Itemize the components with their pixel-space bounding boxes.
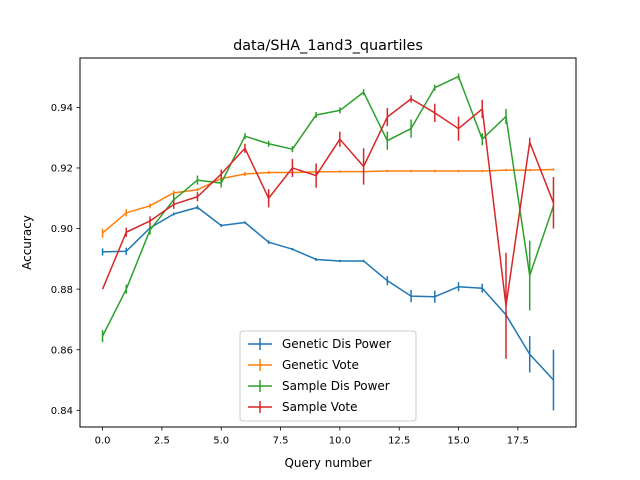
- legend-box: [239, 330, 417, 422]
- series-line: [102, 168, 554, 234]
- y-axis-label: Accuracy: [20, 215, 34, 270]
- legend-item: Genetic Vote: [248, 358, 359, 372]
- x-axis-label: Query number: [284, 456, 371, 470]
- series-line: [102, 206, 555, 381]
- plot-frame: [79, 57, 577, 428]
- x-tick-label: 7.5: [273, 436, 289, 447]
- legend-item: Sample Dis Power: [248, 379, 390, 393]
- legend-item: Genetic Dis Power: [248, 337, 391, 351]
- x-tick-label: 17.5: [507, 436, 529, 447]
- x-axis-ticks: 0.0 2.5 5.0 7.5 10.0 12.5 15.0 17.5: [95, 427, 529, 447]
- y-tick-label: 0.86: [51, 345, 73, 356]
- series-line: [101, 98, 555, 307]
- y-tick-label: 0.88: [51, 285, 73, 296]
- legend-label: Sample Vote: [282, 400, 358, 414]
- y-tick-label: 0.90: [51, 224, 73, 235]
- legend: Genetic Dis Power Genetic Vote Sample Dis …: [239, 330, 417, 422]
- legend-label: Sample Dis Power: [282, 379, 390, 393]
- series-line: [101, 75, 555, 337]
- legend-item: Sample Vote: [248, 400, 358, 414]
- x-tick-label: 10.0: [329, 436, 351, 447]
- x-tick-label: 2.5: [154, 436, 170, 447]
- legend-label: Genetic Vote: [282, 358, 359, 372]
- x-tick-label: 5.0: [213, 436, 229, 447]
- series-1: [101, 168, 555, 238]
- y-tick-label: 0.84: [51, 406, 73, 417]
- series-3: [101, 95, 555, 359]
- y-axis-ticks: 0.84 0.86 0.88 0.90 0.92 0.94: [51, 103, 80, 417]
- series-layer: [101, 73, 555, 411]
- y-tick-label: 0.94: [51, 103, 73, 114]
- y-tick-label: 0.92: [51, 164, 73, 175]
- x-tick-label: 12.5: [388, 436, 410, 447]
- series-2: [101, 73, 555, 343]
- chart-title: data/SHA_1and3_quartiles: [233, 38, 423, 54]
- x-tick-label: 15.0: [447, 436, 469, 447]
- x-tick-label: 0.0: [95, 436, 111, 447]
- legend-label: Genetic Dis Power: [282, 337, 391, 351]
